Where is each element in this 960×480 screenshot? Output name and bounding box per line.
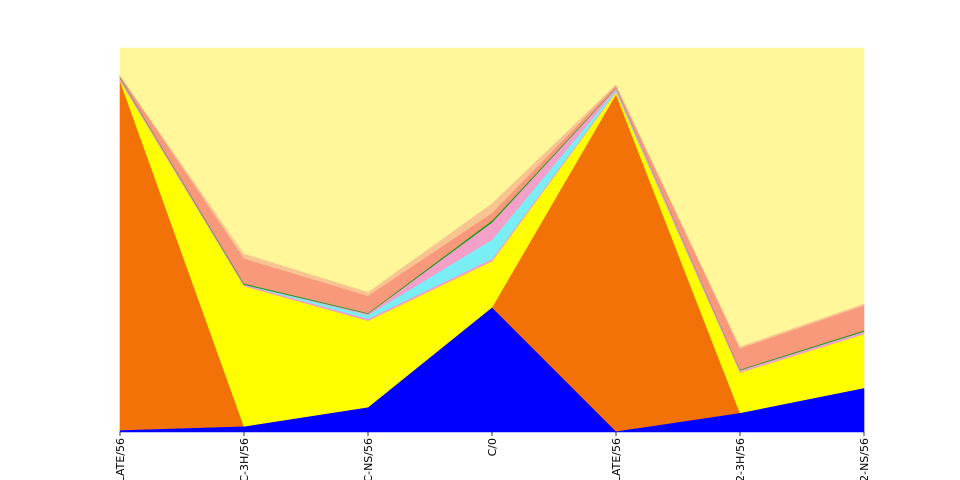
x-tick-label: LATE/56	[610, 438, 623, 480]
x-tick-label: C-NS/56	[362, 438, 375, 480]
x-tick-label: 2-NS/56	[858, 438, 871, 480]
x-tick-label: C/0	[486, 438, 499, 456]
area-series-10	[119, 47, 865, 347]
plot-area	[119, 47, 865, 433]
x-tick-label: C-3H/56	[238, 438, 251, 480]
x-axis: LATE/56 C-3H/56 C-NS/56 C/0 LATE/56 2-3H/56 2-…	[114, 432, 871, 480]
x-tick-label: LATE/56	[114, 438, 127, 480]
x-tick-label: 2-3H/56	[734, 438, 747, 480]
